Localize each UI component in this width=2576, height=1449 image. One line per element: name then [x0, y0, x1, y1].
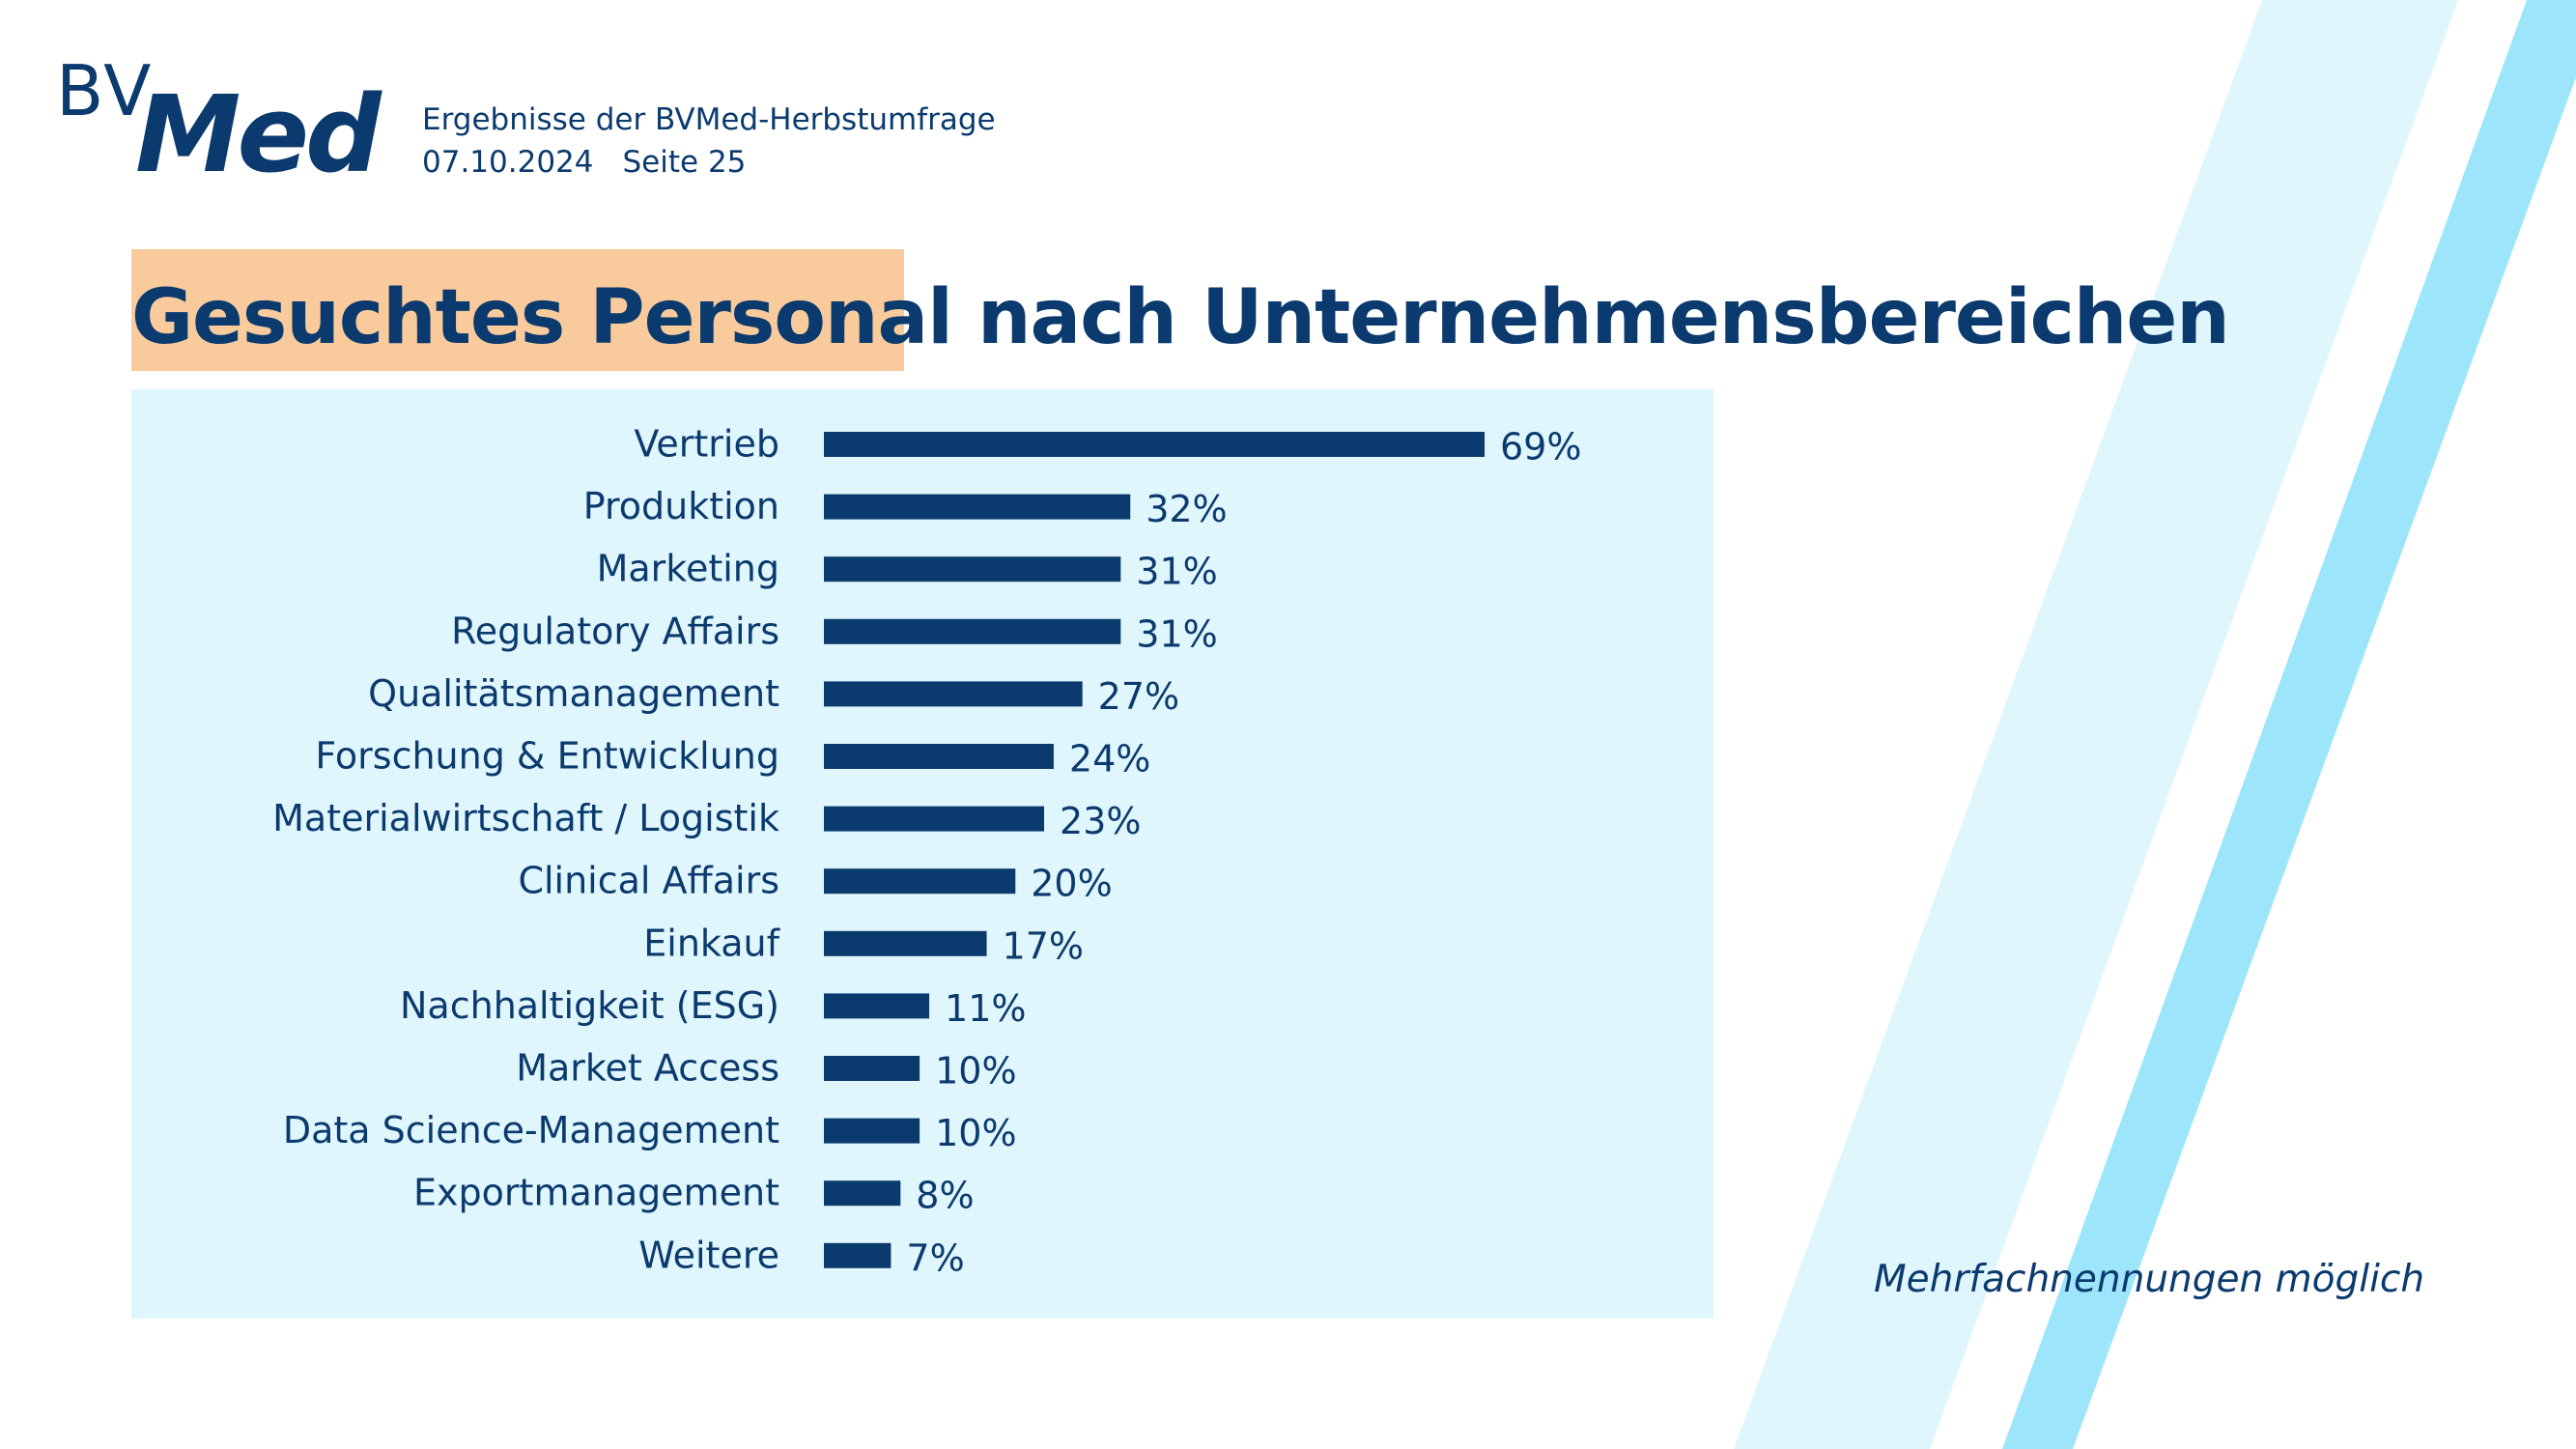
value-label: 17%	[1003, 924, 1084, 967]
bar	[824, 806, 1044, 832]
value-label: 8%	[916, 1175, 974, 1217]
page-title: Gesuchtes Personal nach Unternehmensbere…	[131, 274, 2230, 361]
bar	[824, 744, 1054, 769]
category-label: Clinical Affairs	[518, 860, 779, 902]
category-label: Regulatory Affairs	[451, 610, 779, 652]
value-label: 27%	[1098, 675, 1179, 718]
bar	[824, 1180, 901, 1207]
bar	[824, 556, 1121, 582]
value-label: 10%	[935, 1112, 1016, 1154]
value-label: 31%	[1136, 612, 1217, 655]
bar	[824, 930, 987, 956]
value-label: 10%	[935, 1050, 1016, 1093]
bar	[824, 868, 1016, 895]
value-label: 24%	[1069, 738, 1150, 781]
title-highlighted: Gesuchtes Personal	[131, 274, 953, 361]
category-label: Qualitätsmanagement	[368, 672, 779, 715]
category-label: Data Science-Management	[283, 1109, 779, 1151]
category-label: Materialwirtschaft / Logistik	[272, 797, 779, 839]
bar	[824, 494, 1131, 520]
bar-chart: Vertrieb 69% Produktion 32% Marketing 31% Regu…	[272, 423, 1581, 1280]
category-label: Nachhaltigkeit (ESG)	[400, 984, 779, 1027]
page-number: Seite 25	[622, 145, 747, 180]
footnote: Mehrfachnennungen möglich	[1874, 1258, 2425, 1301]
logo-prefix: BV	[56, 50, 154, 131]
value-label: 23%	[1060, 800, 1141, 842]
bar	[824, 993, 930, 1019]
bar	[824, 432, 1485, 457]
value-label: 20%	[1031, 863, 1112, 905]
category-label: Market Access	[516, 1047, 779, 1090]
title-highlight	[131, 249, 904, 371]
value-label: 69%	[1500, 426, 1581, 469]
date-page-line: 07.10.2024 Seite 25	[422, 145, 746, 180]
bar	[824, 618, 1121, 644]
value-label: 7%	[906, 1236, 964, 1279]
bar	[824, 681, 1083, 707]
bar	[824, 1118, 920, 1144]
category-label: Weitere	[638, 1234, 779, 1276]
survey-date: 07.10.2024	[422, 145, 594, 180]
bar	[824, 1242, 892, 1268]
bvmed-logo: BV Med	[56, 50, 384, 187]
category-label: Exportmanagement	[413, 1172, 779, 1214]
value-label: 32%	[1146, 488, 1227, 530]
category-label: Forschung & Entwicklung	[315, 735, 779, 778]
title-rest: nach Unternehmensbereichen	[951, 274, 2230, 361]
value-label: 11%	[945, 987, 1026, 1030]
category-label: Vertrieb	[634, 423, 779, 466]
survey-subtitle: Ergebnisse der BVMed-Herbstumfrage	[422, 102, 996, 137]
chart-panel: Vertrieb 69% Produktion 32% Marketing 31% Regu…	[131, 389, 1713, 1319]
value-label: 31%	[1136, 551, 1217, 593]
bar	[824, 1056, 920, 1081]
category-label: Marketing	[597, 548, 779, 590]
dark-stripe	[2002, 0, 2576, 1449]
light-stripe	[1734, 0, 2458, 1449]
category-label: Einkauf	[643, 922, 780, 964]
logo-main: Med	[135, 72, 382, 196]
category-label: Produktion	[583, 485, 779, 527]
